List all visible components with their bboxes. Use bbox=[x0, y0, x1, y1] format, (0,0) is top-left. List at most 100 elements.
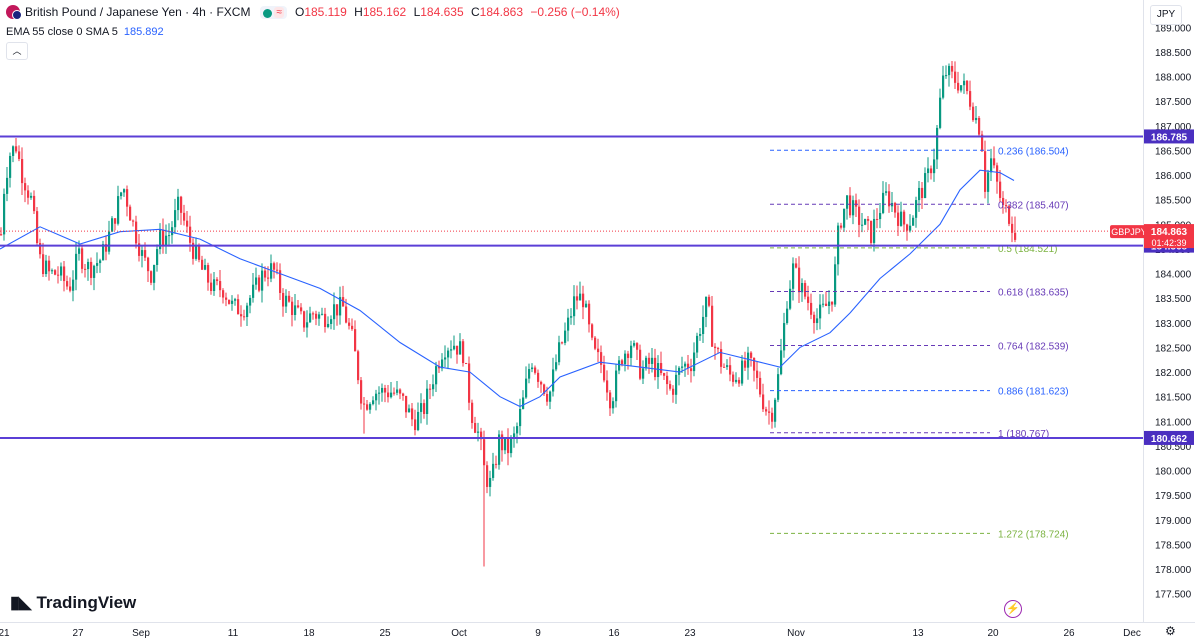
candle-body bbox=[606, 380, 609, 393]
y-tick-label: 181.500 bbox=[1155, 393, 1192, 404]
candle-body bbox=[417, 411, 420, 431]
symbol-title[interactable]: British Pound / Japanese Yen · 4h · FXCM bbox=[25, 5, 251, 19]
candle-body bbox=[456, 345, 459, 355]
candle-body bbox=[972, 106, 975, 121]
horizontal-level-value: 180.662 bbox=[1151, 434, 1188, 445]
candle-body bbox=[630, 345, 633, 358]
y-tick-label: 186.000 bbox=[1155, 171, 1192, 182]
candle-body bbox=[963, 80, 966, 86]
candle-body bbox=[111, 218, 114, 232]
candle-body bbox=[189, 226, 192, 243]
candle-body bbox=[162, 229, 165, 246]
candle-body bbox=[687, 363, 690, 369]
candle-body bbox=[675, 374, 678, 395]
candle-body bbox=[477, 431, 480, 433]
candle-body bbox=[423, 403, 426, 415]
candle-body bbox=[579, 293, 582, 301]
fib-level-label: 0.236 (186.504) bbox=[998, 146, 1069, 157]
x-tick-label: 18 bbox=[303, 628, 315, 639]
candle-body bbox=[96, 263, 99, 266]
candle-body bbox=[990, 158, 993, 173]
candle-body bbox=[930, 168, 933, 174]
candle-body bbox=[441, 359, 444, 369]
candle-body bbox=[27, 190, 30, 198]
candle-body bbox=[453, 345, 456, 350]
candle-body bbox=[810, 302, 813, 315]
candle-body bbox=[717, 348, 720, 350]
candle-body bbox=[633, 343, 636, 346]
candle-body bbox=[117, 196, 120, 224]
candle-body bbox=[720, 349, 723, 367]
candle-body bbox=[63, 266, 66, 282]
candle-body bbox=[21, 158, 24, 184]
lightning-icon[interactable]: ⚡ bbox=[1004, 600, 1022, 618]
x-tick-label: 9 bbox=[535, 628, 541, 639]
candle-body bbox=[165, 235, 168, 246]
candle-body bbox=[168, 235, 171, 237]
candle-body bbox=[45, 260, 48, 275]
candle-body bbox=[669, 384, 672, 389]
candle-body bbox=[549, 391, 552, 402]
y-tick-label: 188.000 bbox=[1155, 73, 1192, 84]
candle-body bbox=[36, 211, 39, 243]
candle-body bbox=[459, 341, 462, 355]
candle-body bbox=[738, 379, 741, 384]
candle-body bbox=[915, 200, 918, 218]
candle-body bbox=[555, 362, 558, 370]
candle-body bbox=[939, 97, 942, 128]
ohlc-values: O185.119 H185.162 L184.635 C184.863 −0.2… bbox=[294, 5, 620, 19]
candle-body bbox=[126, 189, 129, 207]
candle-body bbox=[435, 366, 438, 385]
candle-body bbox=[195, 245, 198, 259]
fib-level-label: 0.618 (183.635) bbox=[998, 288, 1069, 299]
candle-body bbox=[282, 292, 285, 307]
candle-body bbox=[81, 248, 84, 269]
candle-body bbox=[492, 463, 495, 478]
fib-level-label: 0.5 (184.521) bbox=[998, 244, 1058, 255]
market-status[interactable]: ≈ bbox=[260, 5, 287, 19]
candle-body bbox=[801, 283, 804, 293]
candle-body bbox=[747, 352, 750, 368]
candle-body bbox=[252, 284, 255, 298]
candle-body bbox=[18, 151, 21, 159]
candle-body bbox=[9, 155, 12, 178]
candle-body bbox=[48, 260, 51, 272]
candle-body bbox=[918, 187, 921, 201]
candle-body bbox=[198, 245, 201, 260]
candle-body bbox=[561, 342, 564, 344]
x-tick-label: 21 bbox=[0, 628, 10, 639]
y-tick-label: 182.500 bbox=[1155, 343, 1192, 354]
candle-body bbox=[702, 316, 705, 335]
candle-body bbox=[759, 377, 762, 395]
candle-body bbox=[171, 227, 174, 236]
candle-body bbox=[396, 389, 399, 393]
candle-body bbox=[471, 402, 474, 423]
candle-body bbox=[696, 335, 699, 353]
candle-body bbox=[345, 306, 348, 323]
candle-body bbox=[405, 395, 408, 413]
candles bbox=[0, 60, 1017, 567]
market-open-icon bbox=[263, 8, 273, 18]
currency-button[interactable]: JPY bbox=[1150, 5, 1182, 25]
candle-body bbox=[60, 266, 63, 276]
candle-body bbox=[1002, 197, 1005, 206]
candle-body bbox=[507, 438, 510, 454]
candle-body bbox=[519, 408, 522, 427]
candle-body bbox=[354, 329, 357, 352]
candle-body bbox=[714, 346, 717, 349]
candle-body bbox=[957, 82, 960, 91]
candle-body bbox=[180, 196, 183, 213]
candle-body bbox=[357, 351, 360, 381]
collapse-legend-button[interactable]: ︿ bbox=[6, 42, 28, 60]
candle-body bbox=[468, 363, 471, 403]
last-price-value: 184.863 bbox=[1151, 227, 1188, 238]
candle-body bbox=[828, 301, 831, 306]
candle-body bbox=[186, 220, 189, 227]
candle-body bbox=[711, 305, 714, 347]
candle-body bbox=[663, 373, 666, 376]
indicator-legend[interactable]: EMA 55 close 0 SMA 5 185.892 bbox=[6, 26, 164, 38]
y-tick-label: 187.000 bbox=[1155, 122, 1192, 133]
candle-body bbox=[1008, 206, 1011, 224]
settings-gear-icon[interactable]: ⚙ bbox=[1165, 624, 1176, 638]
